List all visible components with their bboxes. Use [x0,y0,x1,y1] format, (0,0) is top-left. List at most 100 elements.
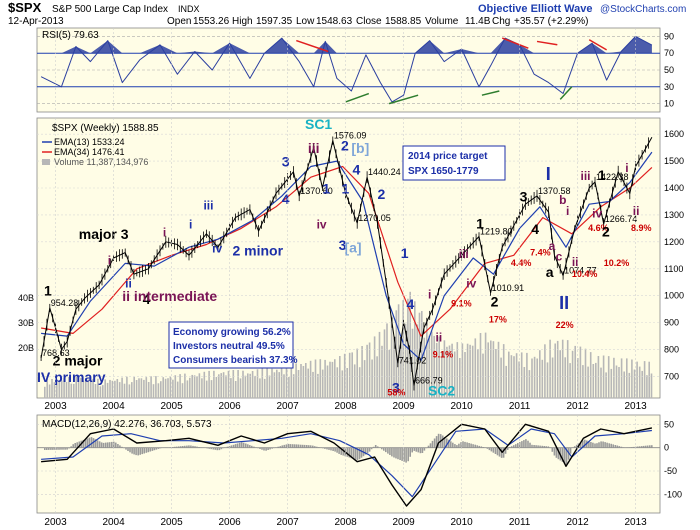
volume-bar [513,356,515,398]
volume-bar [459,358,461,398]
volume-y-tick-label: 20B [18,343,34,353]
macd-histogram-bar [316,446,318,448]
volume-bar [222,372,225,398]
macd-histogram-bar [297,444,300,448]
volume-bar [77,382,80,398]
macd-histogram-bar [295,444,298,448]
volume-bar [184,373,186,398]
macd-histogram-bar [287,443,290,448]
volume-bar [314,359,317,398]
macd-histogram-bar [376,446,379,448]
volume-bar [56,379,58,398]
wave-label: 3 [282,153,290,169]
header-open-label: Open [167,16,191,27]
macd-histogram-bar [584,439,586,448]
wave-label: c [556,250,563,264]
wave-label: [b] [351,140,369,156]
macd-histogram-bar [127,447,129,451]
rsi-divergence-line-red [501,37,529,49]
volume-bar [109,379,111,398]
wave-label: 7.4% [530,247,551,257]
macd-histogram-bar [271,447,273,449]
macd-histogram-bar [350,447,353,459]
volume-bar [646,375,648,398]
macd-histogram-bar [56,447,58,450]
macd-histogram-bar [100,442,103,448]
macd-histogram-bar [236,443,239,448]
header-chg-label: Chg [492,16,510,27]
macd-histogram-bar [326,447,328,450]
macd-histogram-bar [448,439,450,448]
macd-histogram-bar [456,445,458,448]
macd-histogram-bar [431,440,434,448]
wave-label: iv [466,277,476,291]
macd-histogram-bar [74,443,76,448]
wave-label: 1 [342,180,350,196]
macd-histogram-bar [476,445,478,448]
header-open: 1553.26 [193,16,230,27]
macd-histogram-bar [649,445,651,448]
volume-bar [65,382,68,398]
price-level-label: 666.79 [415,375,443,385]
macd-histogram-bar [433,438,436,448]
wave-label: 2 [341,137,349,153]
macd-histogram-bar [395,447,397,459]
rsi-divergence-line-red [296,39,329,53]
volume-bar [138,378,140,398]
macd-histogram-bar [226,446,229,448]
macd-histogram-bar [437,433,440,448]
macd-y-tick-label: 0 [664,443,669,453]
macd-histogram-bar [464,441,466,448]
volume-bar [477,349,479,398]
sentiment-box-frame [168,321,294,369]
macd-histogram-bar [121,446,123,448]
macd-histogram-bar [592,442,594,448]
volume-bar [126,376,128,398]
volume-bar [381,345,383,398]
volume-bar [68,377,70,398]
volume-bar [44,386,46,399]
volume-bar [469,344,471,398]
wave-label: 17% [489,315,507,325]
macd-histogram-bar [368,447,371,452]
macd-histogram-bar [253,446,255,448]
volume-bar [495,349,497,398]
macd-histogram-bar [348,447,351,458]
macd-histogram-bar [403,447,405,462]
macd-histogram-bar [411,447,413,453]
wave-label: ii [633,204,640,218]
volume-bar [561,339,564,398]
macd-histogram-bar [324,447,326,449]
volume-bar [474,338,477,398]
volume-bar [497,341,500,398]
macd-x-tick-label: 2013 [625,517,648,528]
price-legend-title: $SPX (Weekly) 1588.85 [52,123,159,134]
volume-bar [628,372,631,398]
macd-histogram-bar [267,447,269,450]
macd-histogram-bar [139,447,141,455]
volume-bar [336,367,339,398]
macd-histogram-bar [188,445,190,448]
macd-histogram-bar [208,447,210,449]
macd-histogram-bar [228,446,231,448]
header-volume: 11.4B [465,16,491,27]
macd-histogram-bar [381,447,383,450]
volume-bar [251,371,254,398]
volume-bar [295,363,297,398]
macd-histogram-bar [123,447,125,449]
volume-bar [152,384,155,398]
macd-histogram-bar [50,447,52,450]
price-y-tick-label: 1100 [664,264,683,274]
macd-histogram-bar [460,442,462,448]
wave-label: a [549,239,556,253]
macd-histogram-bar [638,446,641,448]
volume-bar [205,380,208,398]
macd-histogram-bar [182,446,184,448]
volume-bar [102,385,104,398]
macd-histogram-bar [545,446,547,448]
macd-histogram-bar [604,442,606,448]
price-level-label: 1074.77 [564,266,597,276]
volume-bar [566,340,569,398]
macd-histogram-bar [425,447,428,449]
volume-bar [191,374,193,398]
